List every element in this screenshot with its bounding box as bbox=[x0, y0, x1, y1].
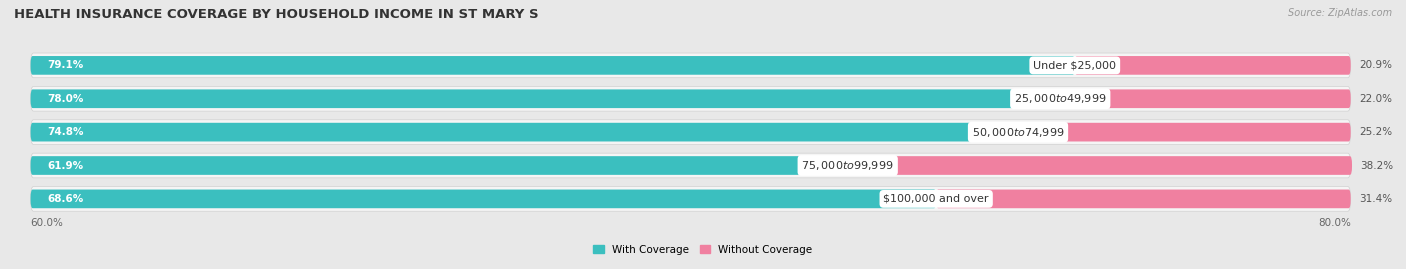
FancyBboxPatch shape bbox=[31, 89, 1060, 108]
Text: $25,000 to $49,999: $25,000 to $49,999 bbox=[1014, 92, 1107, 105]
Text: $75,000 to $99,999: $75,000 to $99,999 bbox=[801, 159, 894, 172]
Text: $50,000 to $74,999: $50,000 to $74,999 bbox=[972, 126, 1064, 139]
FancyBboxPatch shape bbox=[31, 56, 1074, 75]
FancyBboxPatch shape bbox=[936, 190, 1351, 208]
Text: 61.9%: 61.9% bbox=[46, 161, 83, 171]
Text: 68.6%: 68.6% bbox=[46, 194, 83, 204]
Text: Under $25,000: Under $25,000 bbox=[1033, 60, 1116, 70]
FancyBboxPatch shape bbox=[31, 190, 936, 208]
FancyBboxPatch shape bbox=[31, 156, 848, 175]
FancyBboxPatch shape bbox=[31, 123, 1018, 141]
Text: HEALTH INSURANCE COVERAGE BY HOUSEHOLD INCOME IN ST MARY S: HEALTH INSURANCE COVERAGE BY HOUSEHOLD I… bbox=[14, 8, 538, 21]
Text: 20.9%: 20.9% bbox=[1360, 60, 1392, 70]
Text: 74.8%: 74.8% bbox=[46, 127, 83, 137]
FancyBboxPatch shape bbox=[31, 86, 1351, 111]
FancyBboxPatch shape bbox=[1060, 89, 1351, 108]
Text: 31.4%: 31.4% bbox=[1360, 194, 1392, 204]
Text: 25.2%: 25.2% bbox=[1360, 127, 1392, 137]
Text: 78.0%: 78.0% bbox=[46, 94, 83, 104]
Text: $100,000 and over: $100,000 and over bbox=[883, 194, 988, 204]
Text: 38.2%: 38.2% bbox=[1360, 161, 1393, 171]
FancyBboxPatch shape bbox=[1074, 56, 1351, 75]
Text: Source: ZipAtlas.com: Source: ZipAtlas.com bbox=[1288, 8, 1392, 18]
Text: 60.0%: 60.0% bbox=[31, 218, 63, 228]
FancyBboxPatch shape bbox=[31, 153, 1351, 178]
Text: 22.0%: 22.0% bbox=[1360, 94, 1392, 104]
FancyBboxPatch shape bbox=[1018, 123, 1351, 141]
FancyBboxPatch shape bbox=[848, 156, 1353, 175]
FancyBboxPatch shape bbox=[31, 120, 1351, 144]
Legend: With Coverage, Without Coverage: With Coverage, Without Coverage bbox=[593, 245, 813, 255]
Text: 79.1%: 79.1% bbox=[46, 60, 83, 70]
FancyBboxPatch shape bbox=[31, 186, 1351, 211]
FancyBboxPatch shape bbox=[31, 53, 1351, 78]
Text: 80.0%: 80.0% bbox=[1317, 218, 1351, 228]
